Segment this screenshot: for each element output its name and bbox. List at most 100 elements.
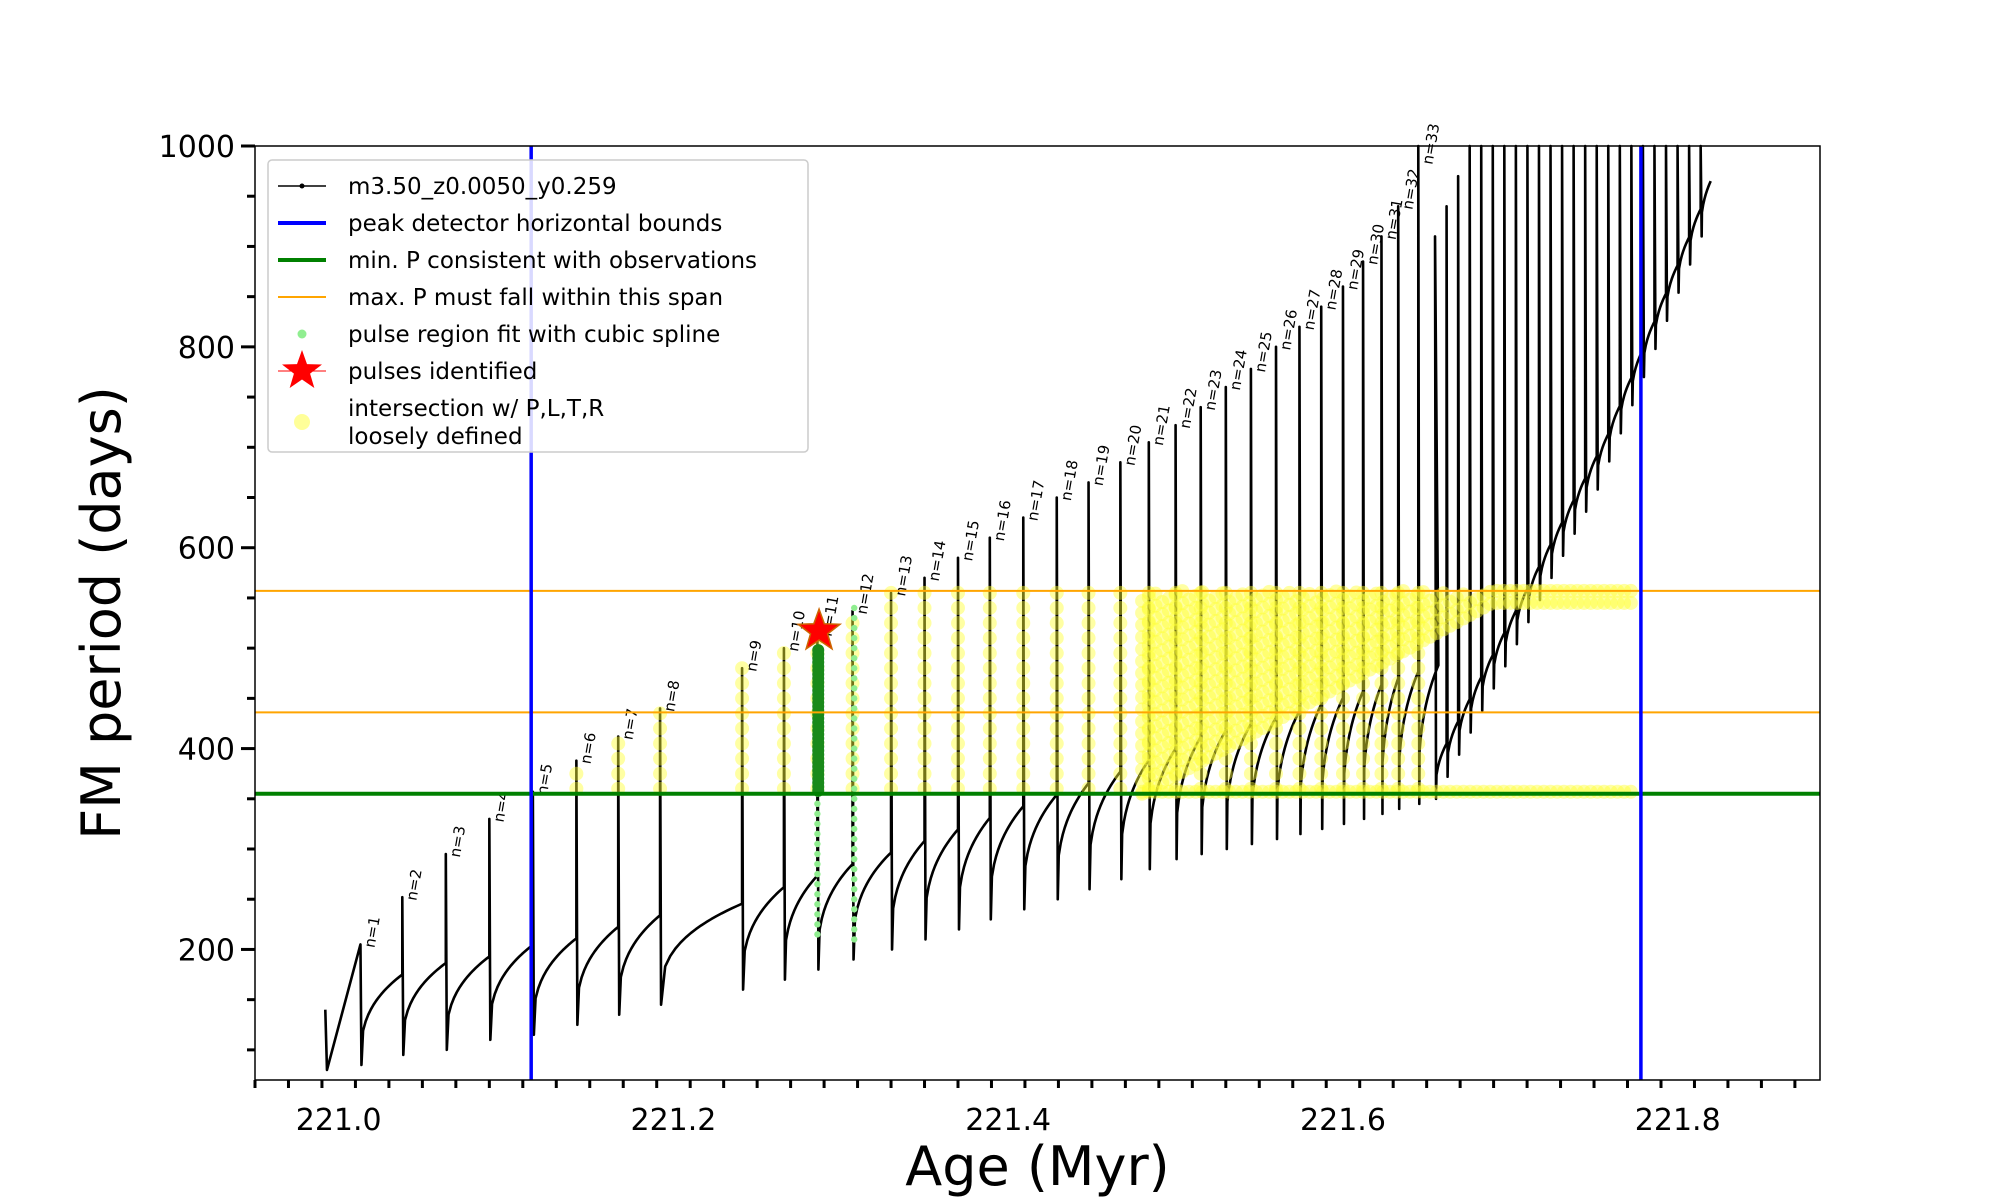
intersection-marker bbox=[1295, 662, 1310, 677]
intersection-marker bbox=[1275, 601, 1290, 616]
intersection-marker bbox=[1168, 676, 1183, 691]
intersection-marker bbox=[1282, 694, 1297, 709]
intersection-marker bbox=[1215, 634, 1230, 649]
intersection-marker bbox=[1335, 604, 1350, 619]
intersection-marker bbox=[1141, 734, 1156, 749]
intersection-marker bbox=[1255, 612, 1270, 627]
intersection-marker bbox=[1436, 610, 1451, 625]
spline-fit-point bbox=[851, 865, 858, 873]
spline-fit-point bbox=[851, 875, 858, 883]
intersection-marker bbox=[1342, 649, 1357, 664]
intersection-marker bbox=[1335, 616, 1350, 631]
intersection-marker bbox=[1292, 766, 1307, 781]
intersection-marker bbox=[1168, 646, 1183, 661]
intersection-marker bbox=[1302, 695, 1317, 710]
intersection-marker bbox=[1356, 676, 1371, 691]
intersection-marker bbox=[1141, 698, 1156, 713]
intersection-marker bbox=[1175, 608, 1190, 623]
intersection-marker bbox=[1243, 721, 1258, 736]
intersection-marker bbox=[1222, 618, 1237, 633]
intersection-marker bbox=[1315, 676, 1330, 691]
intersection-marker bbox=[1597, 595, 1612, 610]
intersection-marker bbox=[1275, 661, 1290, 676]
spline-fit-point bbox=[851, 634, 858, 642]
intersection-marker bbox=[1248, 640, 1263, 655]
intersection-marker bbox=[1193, 585, 1208, 600]
intersection-marker bbox=[1356, 593, 1371, 608]
intersection-marker bbox=[1356, 600, 1371, 615]
intersection-marker bbox=[1329, 644, 1344, 659]
intersection-marker bbox=[1228, 603, 1243, 618]
spline-fit-point bbox=[814, 810, 821, 818]
intersection-marker bbox=[653, 751, 668, 766]
intersection-marker bbox=[917, 646, 932, 661]
intersection-marker bbox=[1275, 637, 1290, 652]
intersection-marker bbox=[1228, 723, 1243, 738]
intersection-marker bbox=[1168, 751, 1183, 766]
intersection-marker bbox=[1402, 592, 1417, 607]
spline-fit-point bbox=[851, 735, 858, 742]
intersection-marker bbox=[1409, 612, 1424, 627]
intersection-marker bbox=[884, 616, 899, 631]
intersection-marker bbox=[1175, 692, 1190, 707]
intersection-marker bbox=[1208, 662, 1223, 677]
intersection-marker bbox=[653, 706, 668, 721]
intersection-marker bbox=[982, 646, 997, 661]
intersection-marker bbox=[1396, 644, 1411, 659]
intersection-marker bbox=[950, 585, 965, 600]
intersection-marker bbox=[1148, 683, 1163, 698]
intersection-marker bbox=[1295, 638, 1310, 653]
intersection-marker bbox=[1141, 676, 1156, 691]
intersection-marker bbox=[1269, 646, 1284, 661]
intersection-marker bbox=[1314, 691, 1329, 706]
intersection-marker bbox=[1141, 721, 1156, 736]
intersection-marker bbox=[1161, 627, 1176, 642]
intersection-marker bbox=[1329, 608, 1344, 623]
spline-fit-point bbox=[851, 775, 858, 782]
intersection-marker bbox=[1135, 654, 1150, 669]
intersection-marker bbox=[982, 691, 997, 706]
intersection-marker bbox=[1262, 645, 1277, 660]
intersection-marker bbox=[1243, 736, 1258, 751]
intersection-marker bbox=[1215, 586, 1230, 601]
intersection-marker bbox=[1195, 681, 1210, 696]
intersection-marker bbox=[1335, 646, 1350, 661]
intersection-marker bbox=[1369, 658, 1384, 673]
intersection-marker bbox=[1148, 634, 1163, 649]
pulse-label: n=3 bbox=[446, 824, 469, 858]
intersection-marker bbox=[1329, 680, 1344, 695]
intersection-marker bbox=[1292, 721, 1307, 736]
y-tick-label: 200 bbox=[178, 933, 235, 968]
intersection-marker bbox=[1449, 591, 1464, 606]
intersection-marker bbox=[884, 706, 899, 721]
intersection-marker bbox=[1476, 588, 1491, 603]
spline-fit-point bbox=[851, 916, 858, 923]
intersection-marker bbox=[1175, 680, 1190, 695]
intersection-marker bbox=[1155, 679, 1170, 694]
intersection-marker bbox=[1335, 665, 1350, 680]
spline-fit-point bbox=[851, 755, 858, 762]
intersection-marker bbox=[1188, 745, 1203, 760]
intersection-marker bbox=[1193, 600, 1208, 615]
intersection-marker bbox=[1314, 600, 1329, 615]
intersection-marker bbox=[1289, 654, 1304, 669]
intersection-marker bbox=[1315, 603, 1330, 618]
spline-fit-point bbox=[851, 845, 858, 853]
intersection-marker bbox=[1188, 673, 1203, 688]
intersection-marker bbox=[1218, 691, 1233, 706]
intersection-marker bbox=[1536, 595, 1551, 610]
intersection-marker bbox=[1382, 639, 1397, 654]
intersection-marker bbox=[1202, 593, 1217, 608]
intersection-marker bbox=[1342, 601, 1357, 616]
intersection-marker bbox=[1148, 695, 1163, 710]
intersection-marker bbox=[1168, 766, 1183, 781]
intersection-marker bbox=[1289, 678, 1304, 693]
intersection-marker bbox=[1314, 676, 1329, 691]
intersection-marker bbox=[1369, 610, 1384, 625]
intersection-marker bbox=[1382, 603, 1397, 618]
intersection-marker bbox=[1295, 699, 1310, 714]
intersection-marker bbox=[1181, 592, 1196, 607]
intersection-marker bbox=[1188, 624, 1203, 639]
intersection-marker bbox=[1409, 624, 1424, 639]
legend-entry-label: min. P consistent with observations bbox=[348, 248, 757, 274]
